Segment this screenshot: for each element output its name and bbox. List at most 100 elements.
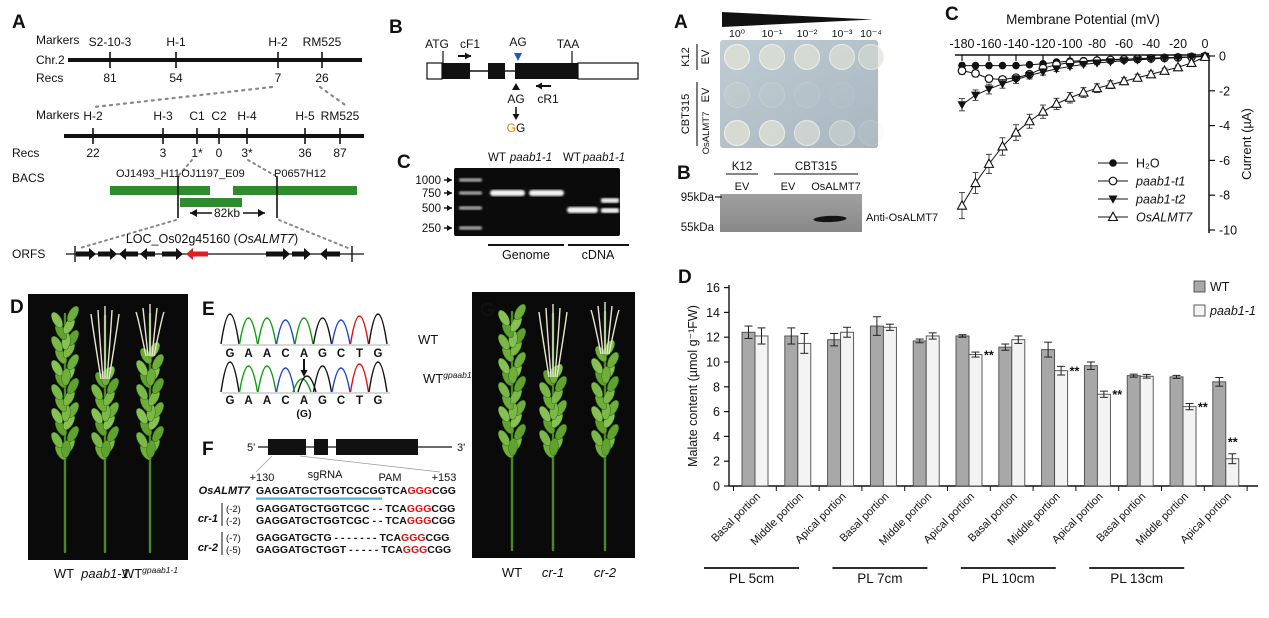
spikelet	[136, 359, 148, 377]
marker-name: S2-10-3	[89, 35, 132, 49]
orf-arrowhead	[140, 248, 147, 260]
marker-name: H-3	[153, 109, 173, 123]
data-marker	[970, 177, 981, 188]
degenerated-apical-tip	[606, 305, 613, 355]
data-marker	[1010, 126, 1022, 137]
base-call-letter: C	[337, 395, 345, 407]
data-marker	[1078, 86, 1089, 97]
legend-entry-label: paab1-t1	[1135, 175, 1185, 189]
panicle-length-group-label: PL 10cm	[982, 571, 1035, 586]
spikelet	[67, 425, 79, 443]
pcr-band	[529, 190, 564, 196]
splice-site-triangle-icon	[514, 53, 522, 61]
orf-arrow-body	[98, 251, 110, 257]
spikelet	[146, 440, 156, 458]
spikelet	[51, 407, 63, 425]
arrowhead	[536, 82, 542, 90]
orf-arrow-body	[126, 251, 138, 257]
panel-label-E: E	[202, 299, 215, 320]
tspan-shape: cr-1	[542, 565, 564, 580]
data-marker	[997, 140, 1008, 151]
chromatogram-peak	[331, 367, 351, 393]
arrowhead	[512, 114, 520, 120]
sequence-row: GAGGATGCTGGTCGC - - TCAGGGCGG	[256, 515, 455, 527]
bar-paab1-1	[1011, 339, 1026, 487]
data-marker	[1037, 105, 1049, 116]
data-marker	[984, 74, 994, 84]
bacterial-spot	[828, 43, 856, 71]
panel-label-F: F	[202, 439, 214, 460]
spikelet	[514, 375, 526, 393]
tspan-shape: WT	[423, 371, 443, 386]
bar-paab1-1	[882, 326, 897, 487]
heterozygous-allele-note: (G)	[296, 408, 311, 420]
construct-label: EV	[700, 49, 712, 64]
bar-wt	[869, 325, 884, 487]
spikelet	[136, 383, 148, 401]
data-marker	[1012, 61, 1020, 70]
chromatogram-peak	[220, 361, 240, 393]
degenerated-apical-tip	[108, 313, 120, 380]
spikelet	[67, 305, 79, 323]
y-tick-label: 10	[706, 356, 720, 370]
bar-wt	[827, 339, 842, 487]
x-tick-label: -20	[1169, 37, 1187, 51]
arrowhead	[258, 209, 265, 217]
data-marker	[1172, 61, 1184, 72]
data-marker	[1109, 159, 1117, 167]
y-tick-label: 4	[713, 430, 720, 444]
tspan-shape: WT	[502, 565, 522, 580]
marker-name: C2	[211, 109, 227, 123]
exon-box	[442, 63, 470, 79]
data-marker	[1186, 57, 1197, 68]
gel-lane-label: paab1-1	[582, 152, 625, 164]
spikelet	[508, 438, 518, 456]
wt-dinucleotide-label: AG	[507, 92, 524, 106]
legend-entry-label: OsALMT7	[1136, 211, 1193, 225]
data-marker	[1173, 54, 1183, 63]
bar-paab1-1	[840, 331, 855, 487]
data-marker	[1160, 54, 1169, 64]
y-tick-label: 2	[713, 455, 720, 469]
tspan-shape: )	[294, 232, 298, 246]
data-marker	[1092, 59, 1102, 68]
spikelet	[607, 351, 619, 369]
dilution-label: 10⁻⁴	[860, 28, 882, 40]
data-marker	[1079, 60, 1088, 70]
panel-label-D: D	[10, 297, 24, 318]
tspan-shape: cr-2	[594, 565, 617, 580]
spikelet	[152, 353, 164, 371]
base-call-letter: A	[244, 395, 252, 407]
spikelet	[498, 333, 510, 351]
blot-lane-label: OsALMT7	[811, 181, 861, 193]
data-marker	[1133, 56, 1142, 65]
data-marker	[1038, 68, 1048, 77]
exon-box	[268, 439, 306, 455]
spikelet	[61, 440, 71, 458]
genotype-label: WT	[502, 565, 522, 580]
ladder-size-label: 500	[422, 203, 441, 215]
bar-paab1-1	[754, 335, 769, 487]
chromatogram-peak	[368, 313, 388, 345]
pcr-band	[601, 208, 619, 213]
bar-paab1-1	[968, 354, 983, 487]
orf-arrow-body	[193, 251, 208, 257]
degenerated-apical-tip	[151, 307, 158, 357]
five-prime-label: 5'	[247, 442, 255, 454]
sequence-row: GAGGATGCTGGT - - - - - TCAGGGCGG	[256, 544, 451, 556]
base-call-letter: A	[263, 348, 271, 360]
construct-label: OsALMT7	[701, 112, 712, 155]
data-marker	[985, 61, 993, 70]
spikelet	[539, 381, 551, 399]
bacterial-spot	[828, 81, 856, 109]
chromosome-label: Chr.2	[36, 53, 65, 67]
degenerated-apical-tip	[608, 309, 620, 355]
base-call-letter: G	[318, 348, 327, 360]
tspan-shape: CGG	[427, 544, 451, 556]
spikelet	[107, 377, 119, 395]
spikelet	[591, 429, 603, 447]
base-call-letter: A	[300, 395, 308, 407]
tspan-shape: WT	[54, 566, 74, 581]
start-codon-label: ATG	[425, 37, 449, 51]
